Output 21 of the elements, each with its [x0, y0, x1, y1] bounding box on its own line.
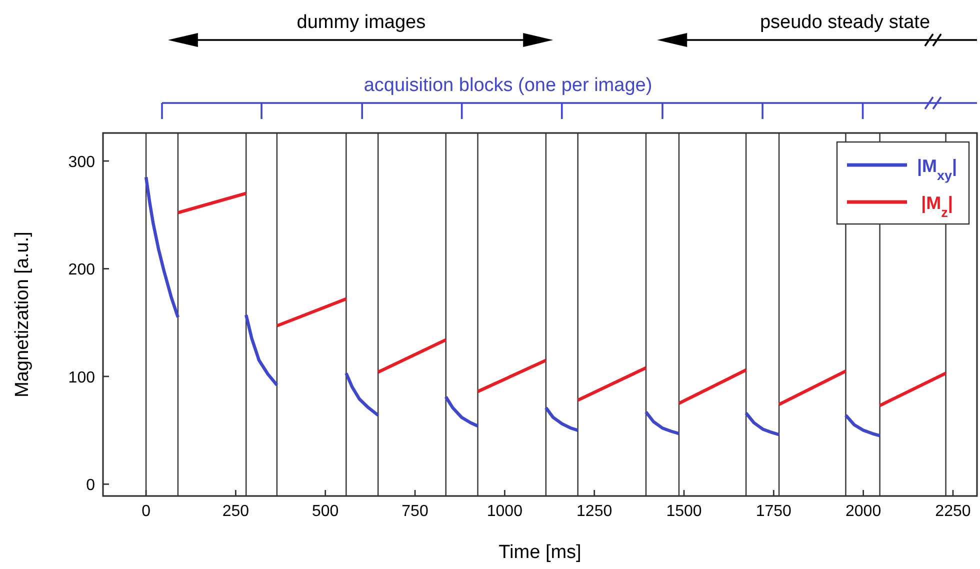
x-tick-label: 500 — [312, 503, 339, 520]
x-tick-label: 1500 — [666, 503, 702, 520]
y-tick-label: 100 — [68, 369, 96, 386]
y-tick-label: 300 — [68, 154, 96, 172]
x-tick-label: 1000 — [486, 503, 523, 520]
x-tick-label: 250 — [222, 503, 250, 520]
text: acquisition blocks (one per image) — [364, 75, 652, 96]
x-tick-label: 2250 — [935, 503, 971, 520]
text: pseudo steady state — [760, 12, 930, 33]
x-tick-label: 750 — [402, 503, 428, 520]
x-tick-label: 1250 — [576, 503, 612, 520]
text: dummy images — [296, 12, 426, 33]
x-tick-label: 2000 — [846, 503, 882, 520]
x-tick-label: 1750 — [756, 503, 792, 520]
y-tick-label: 0 — [86, 477, 96, 494]
legend-label: |M$_{xy}$| — [916, 156, 958, 182]
x-tick-label: 0 — [142, 503, 151, 520]
y-tick-label: 200 — [68, 262, 96, 279]
y-axis-title: Magnetization [a.u.] — [12, 232, 33, 398]
legend-label: |M$_{z}$| — [921, 193, 953, 220]
x-axis-title: Time [ms] — [498, 542, 582, 563]
